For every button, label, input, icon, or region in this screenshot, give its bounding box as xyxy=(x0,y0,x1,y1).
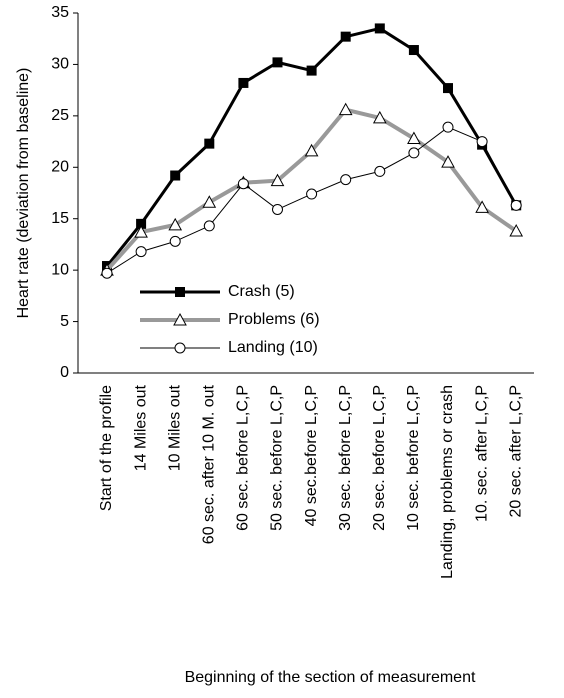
y-tick-label: 15 xyxy=(51,210,69,227)
x-tick-label: 10. sec. after L,C,P xyxy=(473,385,490,522)
data-point xyxy=(272,203,283,215)
data-point xyxy=(306,65,317,76)
data-point xyxy=(476,136,488,148)
data-point xyxy=(374,165,386,177)
data-point xyxy=(408,45,419,56)
legend-label: Landing (10) xyxy=(228,339,318,356)
data-point xyxy=(306,188,318,200)
x-tick-label: Start of the profile xyxy=(98,385,115,511)
x-tick-label: 10 Miles out xyxy=(166,384,183,471)
data-point xyxy=(170,170,181,181)
x-tick-label: 20 sec. before L,C,P xyxy=(371,385,388,531)
y-tick-label: 5 xyxy=(60,313,69,330)
y-tick-label: 35 xyxy=(51,4,69,21)
legend-label: Problems (6) xyxy=(228,311,320,328)
data-point xyxy=(169,235,181,247)
data-point xyxy=(408,147,420,159)
x-tick-label: 20 sec. after L,C,P xyxy=(507,385,524,518)
y-tick-label: 25 xyxy=(51,107,69,124)
legend-label: Crash (5) xyxy=(228,283,295,300)
data-point xyxy=(272,57,283,68)
x-tick-label: 40 sec.before L,C,P xyxy=(303,385,320,526)
y-tick-label: 0 xyxy=(60,364,69,381)
data-point xyxy=(135,246,147,258)
data-point xyxy=(238,77,249,88)
x-tick-label: 10 sec. before L,C,P xyxy=(405,385,422,531)
legend-marker xyxy=(174,342,186,354)
data-point xyxy=(136,218,147,229)
x-tick-label: 30 sec. before L,C,P xyxy=(337,385,354,531)
y-axis-title: Heart rate (deviation from baseline) xyxy=(15,68,32,319)
data-point xyxy=(510,199,522,211)
data-point xyxy=(237,178,249,190)
data-point xyxy=(202,195,217,208)
data-point xyxy=(204,138,215,149)
data-point xyxy=(340,31,351,42)
y-tick-label: 10 xyxy=(51,261,69,278)
data-point xyxy=(374,23,385,34)
data-point xyxy=(134,225,148,238)
x-tick-label: 60 sec. after 10 M. out xyxy=(201,384,218,544)
data-point xyxy=(441,155,455,168)
data-point xyxy=(270,173,285,187)
x-tick-label: Landing, problems or crash xyxy=(439,385,456,579)
data-point xyxy=(509,224,524,237)
legend-marker xyxy=(175,287,185,297)
x-tick-label: 14 Miles out xyxy=(132,384,149,471)
data-point xyxy=(304,143,319,157)
x-axis-title: Beginning of the section of measurement xyxy=(185,669,476,686)
y-tick-label: 20 xyxy=(51,159,69,176)
legend-marker xyxy=(173,312,187,326)
data-point xyxy=(442,121,454,133)
data-point xyxy=(101,267,113,279)
data-point xyxy=(372,110,387,124)
data-point xyxy=(338,102,353,116)
data-point xyxy=(443,83,453,94)
x-tick-label: 60 sec. before L,C,P xyxy=(235,385,252,531)
x-tick-label: 50 sec. before L,C,P xyxy=(269,385,286,531)
data-point xyxy=(340,174,352,186)
y-tick-label: 30 xyxy=(51,56,69,73)
data-point xyxy=(475,200,489,213)
data-point xyxy=(407,131,421,144)
data-point xyxy=(203,220,215,232)
data-point xyxy=(168,217,183,231)
